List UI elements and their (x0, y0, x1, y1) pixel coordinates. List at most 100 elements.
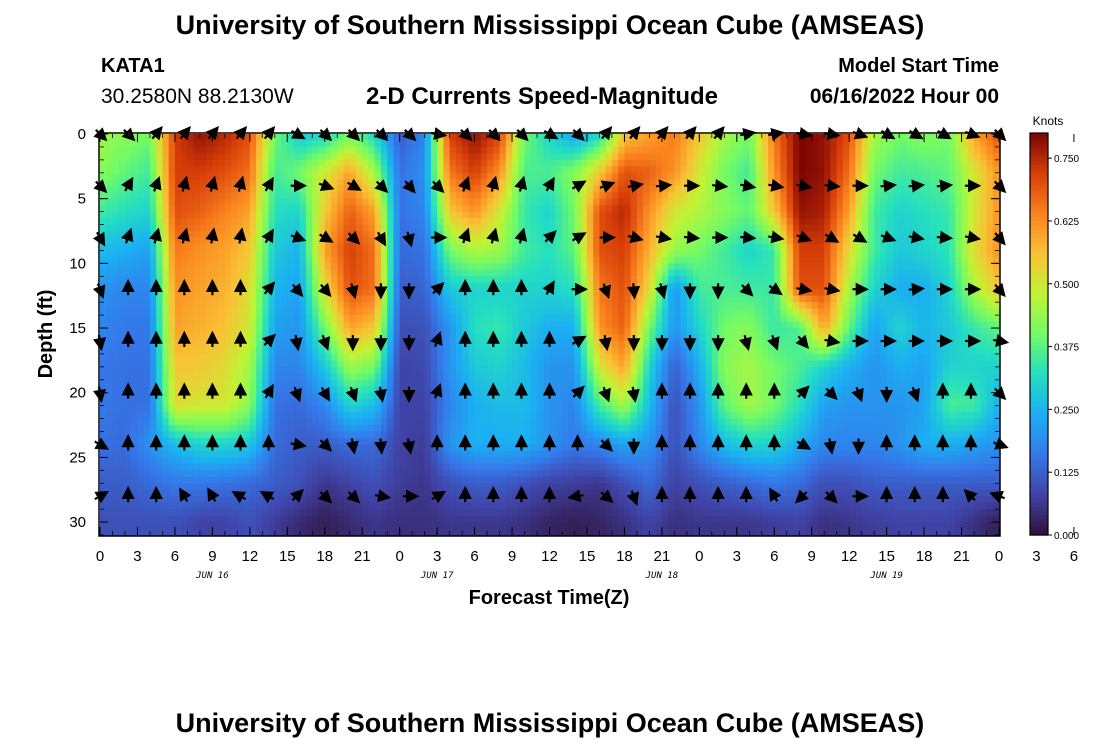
heatmap-cell (992, 276, 1000, 284)
heatmap-cell (306, 211, 313, 219)
heatmap-cell (786, 315, 794, 323)
heatmap-cell (780, 315, 788, 323)
heatmap-cell (593, 166, 601, 174)
heatmap-cell (362, 237, 370, 245)
heatmap-cell (749, 218, 757, 226)
heatmap-cell (761, 263, 769, 271)
heatmap-cell (774, 347, 782, 355)
heatmap-cell (274, 340, 282, 349)
heatmap-cell (393, 192, 401, 200)
heatmap-cell (618, 334, 626, 342)
heatmap-cell (424, 198, 432, 206)
heatmap-cell (449, 256, 457, 264)
heatmap-cell (924, 198, 931, 206)
heatmap-cell (911, 192, 919, 200)
heatmap-cell (199, 205, 207, 213)
heatmap-cell (705, 347, 713, 355)
heatmap-cell (543, 192, 551, 200)
heatmap-cell (711, 328, 719, 336)
heatmap-cell (462, 263, 469, 271)
heatmap-cell (493, 159, 501, 167)
heatmap-cell (730, 146, 738, 155)
heatmap-cell (649, 340, 657, 349)
heatmap-cell (487, 276, 494, 284)
heatmap-cell (231, 146, 238, 155)
heatmap-cell (855, 192, 863, 200)
heatmap-cell (468, 179, 476, 187)
heatmap-cell (299, 308, 307, 316)
heatmap-cell (867, 205, 875, 213)
heatmap-cell (181, 347, 188, 355)
heatmap-cell (911, 250, 919, 258)
heatmap-cell (212, 315, 220, 323)
heatmap-cell (780, 153, 788, 161)
heatmap-cell (599, 166, 607, 174)
heatmap-cell (393, 134, 401, 142)
heatmap-cell (817, 166, 825, 174)
heatmap-cell (555, 250, 563, 258)
heatmap-cell (986, 269, 994, 277)
heatmap-cell (368, 347, 376, 355)
heatmap-cell (174, 192, 182, 200)
heatmap-cell (811, 289, 819, 297)
heatmap-cell (149, 224, 157, 232)
heatmap-cell (237, 140, 245, 148)
heatmap-cell (418, 231, 426, 239)
heatmap-cell (499, 192, 507, 200)
heatmap-cell (537, 263, 544, 271)
station-coordinates: 30.2580N 88.2130W (101, 85, 294, 108)
heatmap-cell (961, 166, 969, 174)
heatmap-cell (992, 172, 1000, 180)
heatmap-cell (380, 334, 388, 342)
heatmap-cell (699, 140, 707, 148)
heatmap-cell (624, 218, 632, 226)
heatmap-cell (936, 308, 944, 316)
heatmap-cell (100, 218, 107, 226)
heatmap-cell (412, 224, 419, 232)
heatmap-cell (817, 269, 825, 277)
heatmap-cell (137, 353, 145, 361)
heatmap-cell (393, 243, 401, 252)
heatmap-cell (961, 315, 969, 323)
heatmap-cell (593, 146, 601, 155)
heatmap-cell (574, 315, 582, 323)
heatmap-cell (674, 198, 682, 206)
heatmap-cell (199, 353, 207, 361)
heatmap-cell (586, 289, 594, 297)
heatmap-cell (611, 153, 619, 161)
heatmap-cell (917, 218, 925, 226)
heatmap-cell (287, 205, 295, 213)
heatmap-cell (424, 243, 432, 252)
heatmap-cell (262, 328, 270, 336)
heatmap-cell (811, 269, 819, 277)
heatmap-cell (655, 172, 663, 180)
heatmap-cell (218, 321, 226, 329)
heatmap-cell (699, 295, 707, 303)
heatmap-cell (287, 192, 295, 200)
heatmap-cell (268, 256, 276, 264)
heatmap-cell (967, 185, 975, 193)
heatmap-cell (518, 353, 526, 361)
heatmap-cell (480, 205, 488, 213)
heatmap-cell (337, 140, 345, 148)
heatmap-cell (561, 205, 569, 213)
heatmap-cell (661, 185, 669, 193)
heatmap-cell (736, 218, 744, 226)
heatmap-cell (430, 328, 438, 336)
heatmap-cell (306, 308, 313, 316)
heatmap-cell (718, 153, 725, 161)
heatmap-cell (730, 289, 738, 297)
heatmap-cell (181, 166, 188, 174)
heatmap-cell (149, 315, 157, 323)
heatmap-cell (106, 146, 114, 155)
heatmap-cell (961, 192, 969, 200)
heatmap-cell (586, 179, 594, 187)
heatmap-cell (942, 308, 950, 316)
heatmap-cell (655, 269, 663, 277)
heatmap-cell (118, 211, 126, 219)
heatmap-cell (480, 282, 488, 290)
heatmap-cell (131, 282, 139, 290)
heatmap-cell (811, 231, 819, 239)
heatmap-cell (593, 321, 601, 329)
heatmap-cell (930, 218, 938, 226)
